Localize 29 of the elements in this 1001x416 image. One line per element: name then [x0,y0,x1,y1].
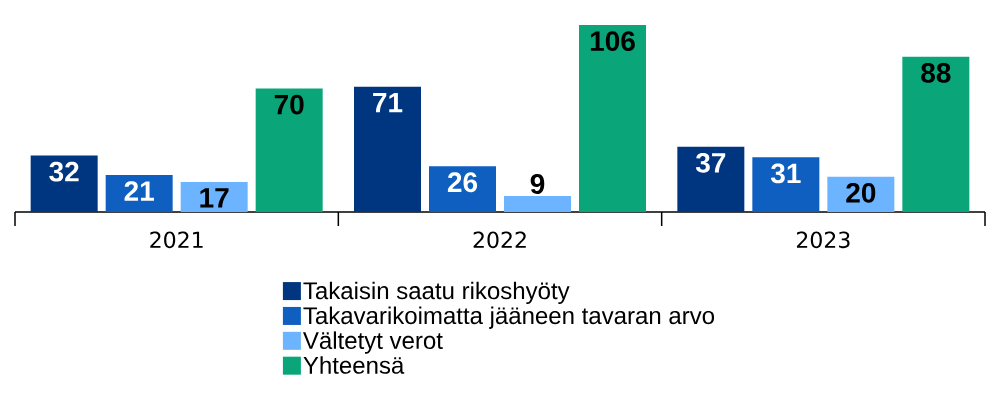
x-tick-label: 2023 [796,231,850,249]
data-label: 20 [846,182,876,203]
data-label: 26 [447,172,478,193]
data-label: 32 [49,161,79,182]
legend-label: Takavarikoimatta jääneen tavaran arvo [303,306,715,329]
bar [902,56,970,212]
legend-label: Yhteensä [303,356,405,374]
data-label: 88 [921,62,951,83]
bar [504,196,572,212]
data-label: 106 [590,31,635,52]
bar [429,166,496,212]
x-tick-label: 2021 [150,231,203,249]
bar [752,157,820,212]
legend-label: Vältetyt verot [303,331,443,354]
bar [180,182,248,212]
bar [255,88,323,212]
data-label: 17 [200,188,229,208]
data-label: 37 [695,152,726,173]
data-label: 71 [373,92,403,113]
bar [579,25,647,212]
x-tick-label: 2022 [473,231,526,249]
data-label: 70 [274,94,304,115]
legend-label: Takaisin saatu rikoshyöty [303,281,570,305]
data-label: 21 [124,181,154,201]
data-label: 9 [530,174,545,194]
data-label: 31 [770,163,801,184]
bar [677,146,745,212]
bar [354,86,421,212]
bar [30,155,98,212]
